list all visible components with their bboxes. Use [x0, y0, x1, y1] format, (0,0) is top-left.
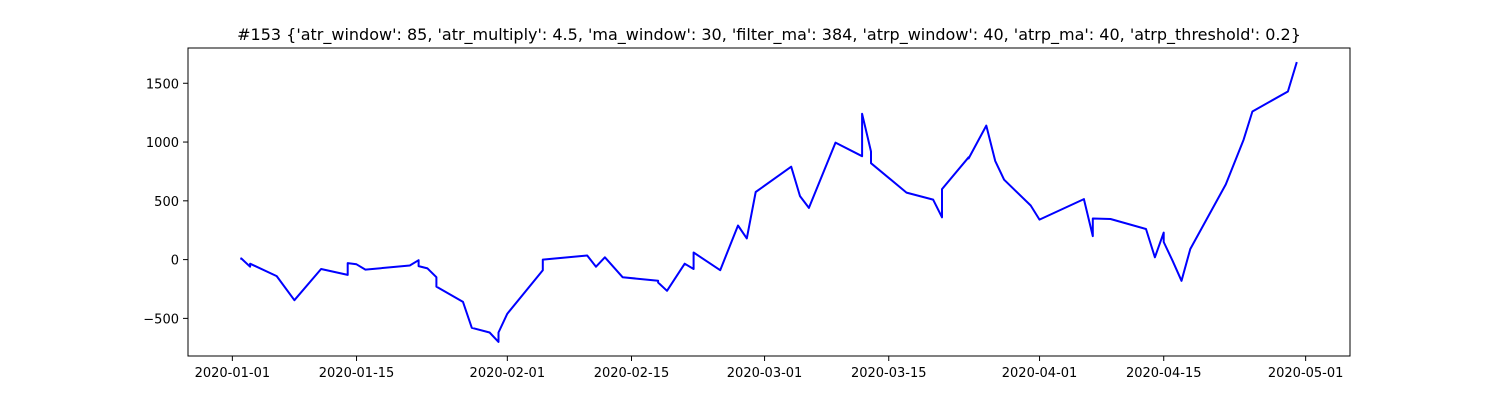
plot-frame: [187, 47, 1351, 357]
x-tick-label: 2020-04-01: [1002, 366, 1078, 381]
x-tick-label: 2020-03-01: [727, 366, 803, 381]
y-tick-label: 0: [171, 254, 179, 269]
chart-title: #153 {'atr_window': 85, 'atr_multiply': …: [237, 25, 1301, 45]
plot-area: [240, 61, 1298, 343]
x-tick-label: 2020-04-15: [1126, 366, 1202, 381]
series-line: [240, 61, 1298, 343]
y-tick-label: 500: [154, 195, 179, 210]
x-tick-label: 2020-03-15: [851, 366, 927, 381]
x-tick-label: 2020-01-15: [319, 366, 395, 381]
y-tick-label: 1500: [146, 77, 179, 92]
y-axis-ticks: −500 0 500 1000 1500: [143, 77, 188, 327]
x-tick-label: 2020-01-01: [195, 366, 271, 381]
y-tick-label: 1000: [146, 136, 179, 151]
x-tick-label: 2020-05-01: [1268, 366, 1344, 381]
x-axis-ticks: 2020-01-01 2020-01-15 2020-02-01 2020-02-15…: [195, 356, 1344, 381]
y-tick-label: −500: [143, 312, 179, 327]
x-tick-label: 2020-02-15: [594, 366, 670, 381]
x-tick-label: 2020-02-01: [470, 366, 546, 381]
